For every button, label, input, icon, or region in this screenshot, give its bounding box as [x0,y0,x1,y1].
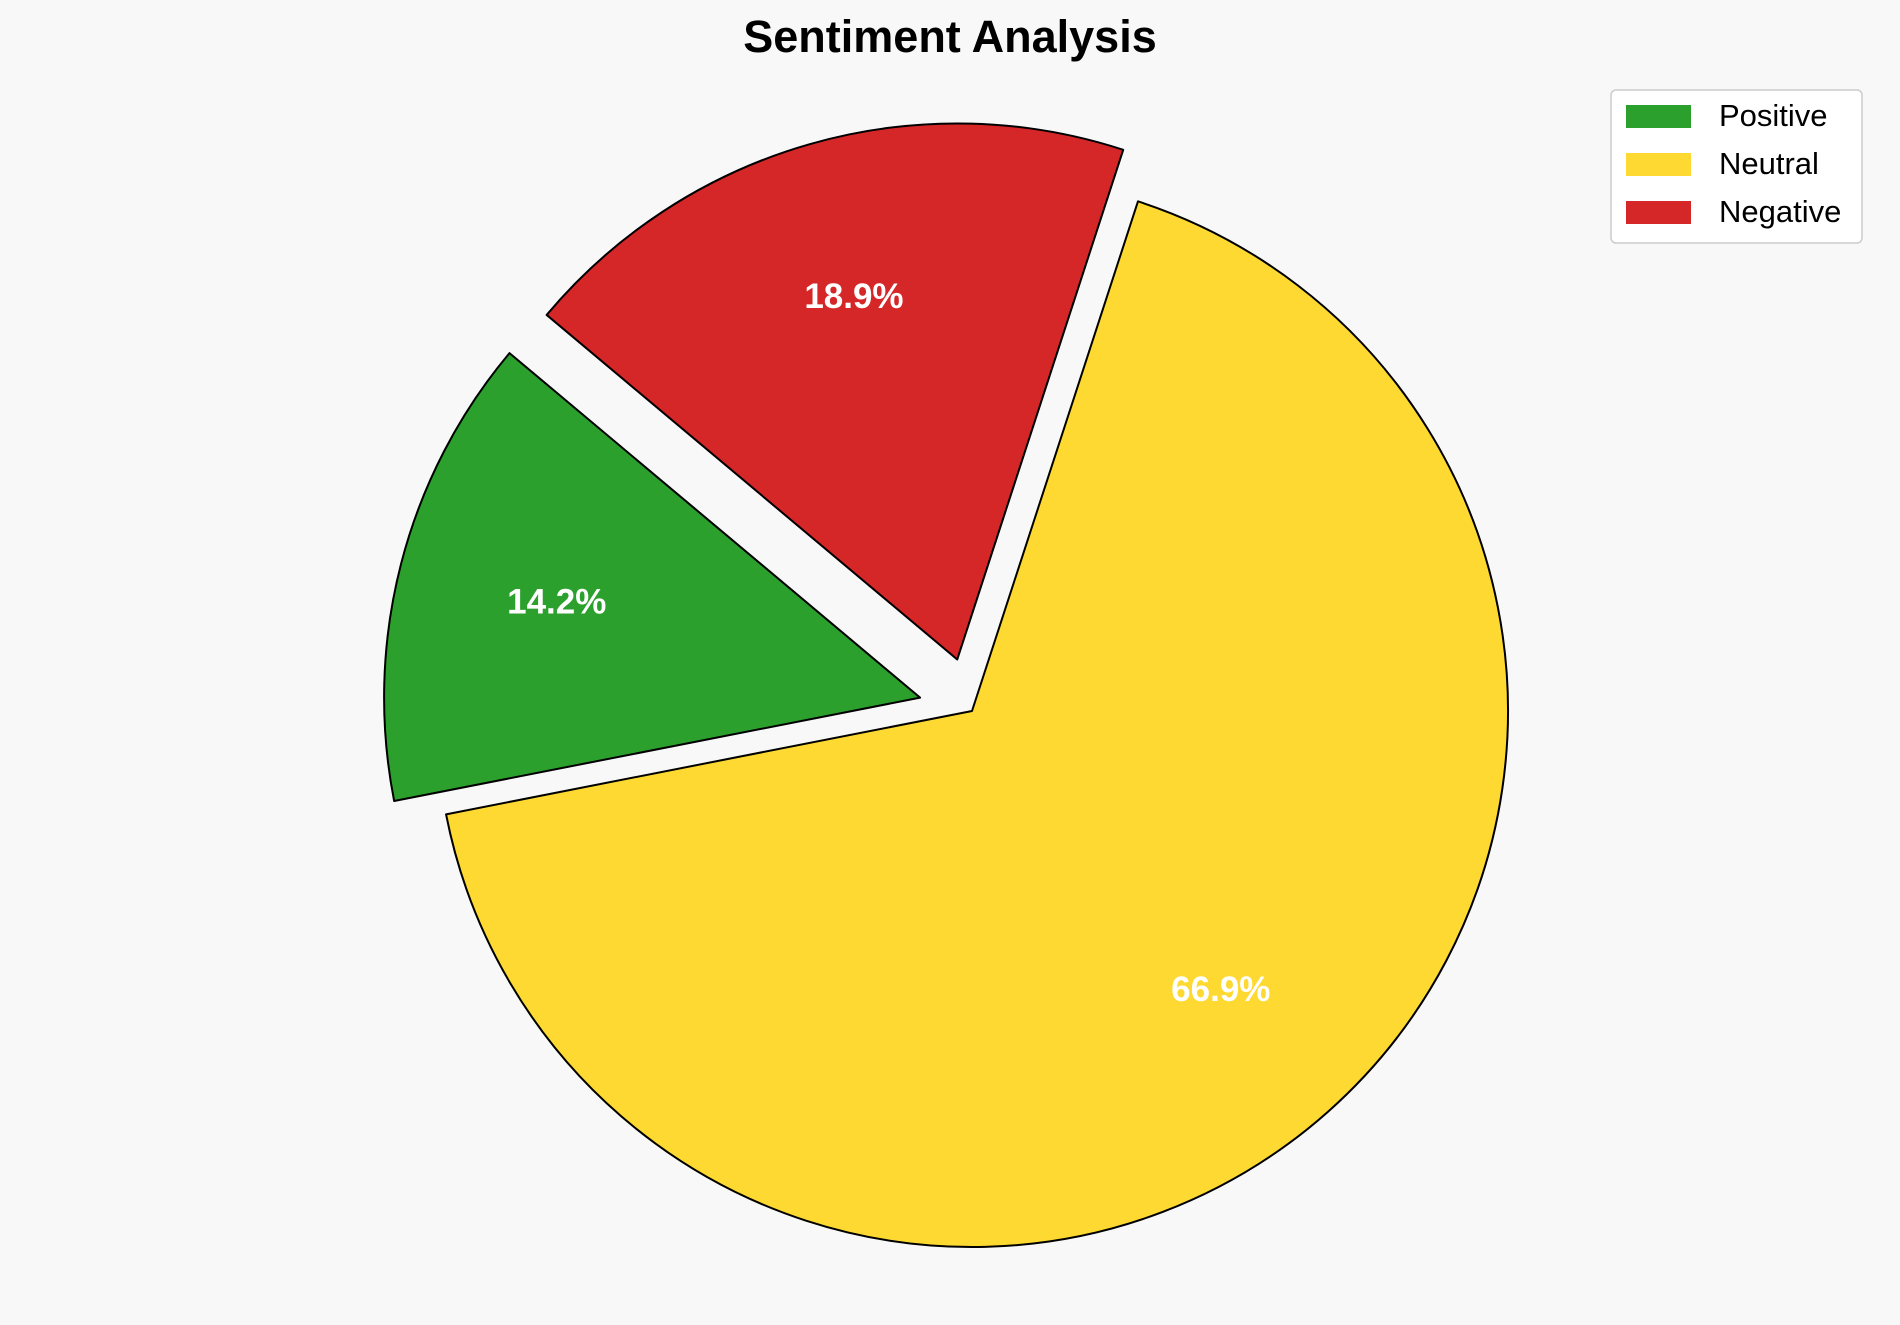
chart-title: Sentiment Analysis [743,11,1156,62]
legend-label: Neutral [1719,146,1819,181]
legend-swatch [1626,105,1691,128]
legend-label: Negative [1719,194,1841,229]
slice-label: 14.2% [507,582,606,621]
legend-label: Positive [1719,98,1828,133]
pie-slice [383,352,922,803]
legend-swatch [1626,201,1691,224]
pie-slice [445,200,1509,1248]
slice-label: 66.9% [1171,970,1270,1009]
slice-label: 18.9% [804,277,903,316]
pie-slice [545,122,1125,661]
legend: Positive Neutral Negative [1610,89,1863,244]
legend-swatch [1626,153,1691,176]
